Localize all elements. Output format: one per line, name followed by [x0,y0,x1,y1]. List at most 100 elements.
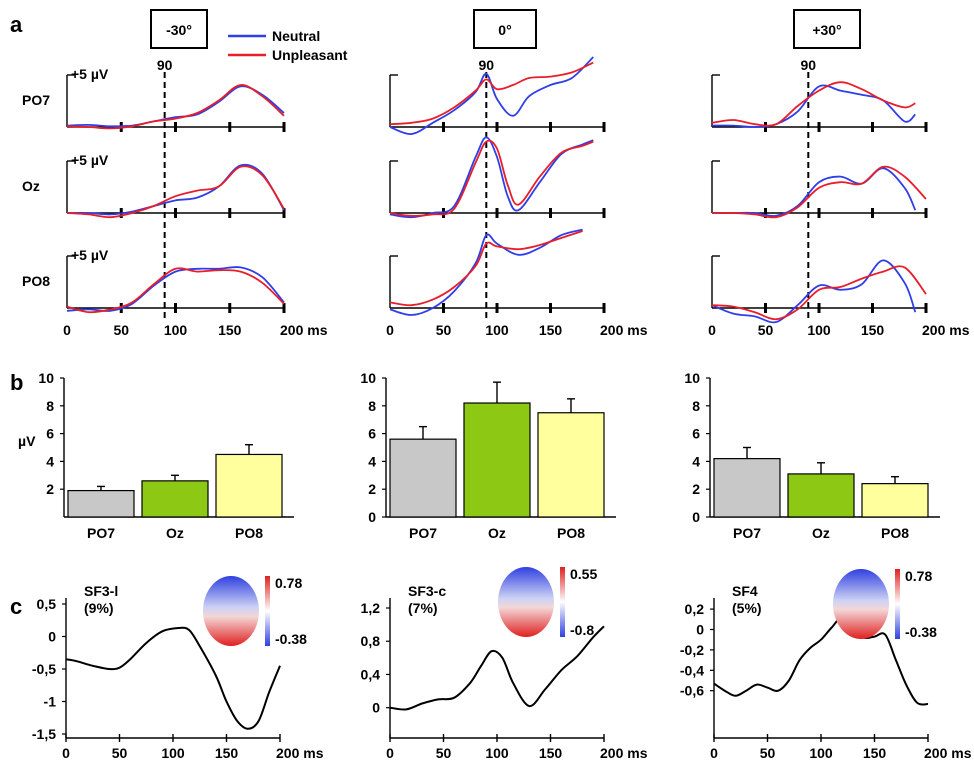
neutral-waveform [712,167,917,217]
panel-letter-a: a [10,12,23,37]
source-percent: (9%) [84,600,114,616]
c-y-tick-label: 0,2 [685,601,705,617]
c-x-tick-label: 150 [863,745,887,760]
c-x-tick-label: 50 [760,745,776,760]
neutral-waveform [66,85,285,128]
bar-y-tick-label: 6 [692,426,700,442]
scale-label: +5 µV [71,66,109,82]
electrode-label: PO8 [22,273,50,289]
column-header-box [150,9,208,49]
bar-category-label: PO7 [409,525,437,541]
latency-marker-label: 90 [157,57,173,73]
unpleasant-waveform [389,139,594,217]
x-tick-label: 100 [485,322,509,338]
source-title: SF3-c [408,583,446,599]
x-tick-label: 150 [218,322,242,338]
unpleasant-waveform [711,265,927,321]
bar [861,483,929,518]
c-y-tick-label: -0,4 [680,662,704,678]
colorbar-max-label: 0.78 [275,575,302,591]
c-x-tick-label: 200 ms [276,745,324,760]
bar-y-tick-label: 6 [46,426,54,442]
x-tick-label: 150 [861,322,885,338]
latency-marker-label: 90 [479,57,495,73]
bar [389,438,457,518]
bar-y-tick-label: 8 [692,398,700,414]
c-x-tick-label: 0 [386,745,394,760]
scale-label: +5 µV [71,247,109,263]
scale-label: +5 µV [71,152,109,168]
source-waveform [65,626,281,730]
c-y-tick-label: 0 [696,622,704,638]
column-header: 0° [498,22,511,38]
unpleasant-waveform [711,165,927,219]
x-tick-label: 0 [63,322,71,338]
c-x-tick-label: 0 [62,745,70,760]
c-x-tick-label: 100 [809,745,833,760]
colorbar [560,567,565,637]
bar-y-tick-label: 2 [368,481,376,497]
bar-y-tick-label: 8 [46,398,54,414]
bar [537,412,605,518]
c-x-tick-label: 0 [710,745,718,760]
source-title: SF3-l [84,583,118,599]
bar-category-label: PO8 [881,525,909,541]
colorbar-min-label: -0.38 [905,624,937,640]
c-y-tick-label: -1,5 [32,726,56,742]
bar-category-label: PO7 [87,525,115,541]
c-y-tick-label: 0,8 [361,633,381,649]
bar-category-label: Oz [812,525,830,541]
colorbar-max-label: 0.55 [570,566,597,582]
neutral-waveform [389,228,583,316]
bar-y-tick-label: 2 [692,481,700,497]
c-y-tick-label: 0,4 [361,666,381,682]
c-x-tick-label: 100 [485,745,509,760]
bar-y-tick-label: 8 [368,398,376,414]
bar-y-tick-label: 0 [368,509,376,525]
unpleasant-waveform [66,165,285,219]
bar-y-tick-label: 10 [684,370,700,386]
source-waveform [713,616,929,706]
panel-letter-c: c [10,594,22,619]
electrode-label: PO7 [22,92,50,108]
legend-neutral-label: Neutral [272,28,320,44]
bar-y-label: µV [18,433,36,449]
c-y-tick-label: -1 [44,694,57,710]
c-x-tick-label: 200 ms [924,745,972,760]
neutral-waveform [66,163,285,216]
bar-category-label: Oz [166,525,184,541]
bar-y-tick-label: 2 [46,481,54,497]
column-header: -30° [166,22,192,38]
latency-marker-label: 90 [801,57,817,73]
c-y-tick-label: -0,5 [32,661,56,677]
panel-letter-b: b [10,370,23,395]
source-title: SF4 [732,583,758,599]
column-header: +30° [812,22,841,38]
bar-y-tick-label: 4 [692,453,700,469]
c-x-tick-label: 150 [215,745,239,760]
bar-category-label: Oz [488,525,506,541]
unpleasant-waveform [66,84,285,130]
bar-y-tick-label: 10 [360,370,376,386]
unpleasant-waveform [389,61,594,126]
bar-y-tick-label: 4 [368,453,376,469]
c-x-tick-label: 50 [112,745,128,760]
electrode-label: Oz [22,178,40,194]
neutral-waveform [711,84,916,128]
bar-y-tick-label: 6 [368,426,376,442]
c-x-tick-label: 100 [161,745,185,760]
legend-unpleasant-label: Unpleasant [272,47,348,63]
c-y-tick-label: 0 [48,629,56,645]
c-x-tick-label: 200 ms [600,745,648,760]
neutral-waveform [711,259,917,324]
bar [713,458,781,518]
x-tick-label: 200 ms [600,322,648,338]
source-waveform [389,625,605,711]
c-y-tick-label: 0 [372,700,380,716]
unpleasant-waveform [711,81,916,127]
x-tick-label: 100 [807,322,831,338]
colorbar-min-label: -0.38 [275,631,307,647]
c-y-tick-label: 1,2 [361,600,381,616]
source-percent: (7%) [408,600,438,616]
